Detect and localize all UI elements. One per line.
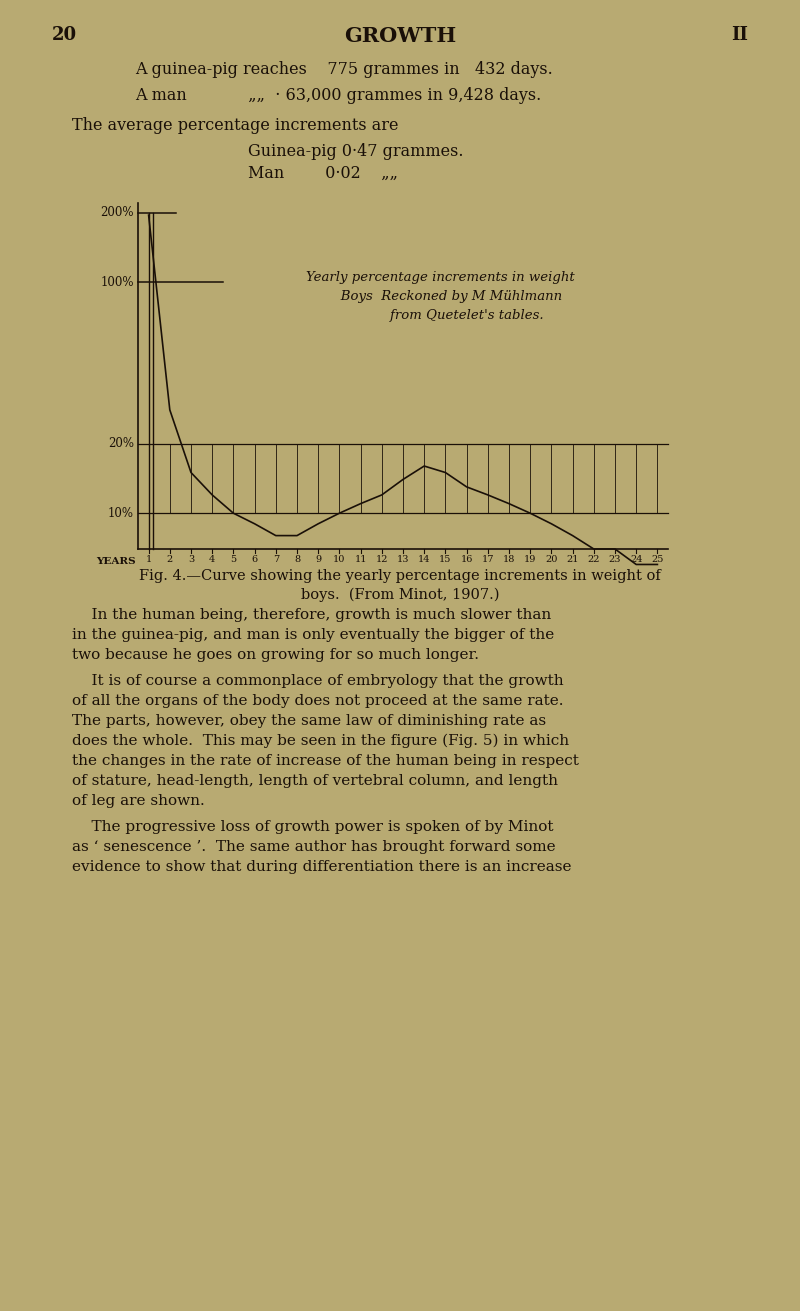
Text: Yearly percentage increments in weight: Yearly percentage increments in weight	[306, 271, 574, 284]
Text: 10: 10	[334, 555, 346, 564]
Text: 9: 9	[315, 555, 322, 564]
Text: II: II	[731, 26, 748, 45]
Text: 24: 24	[630, 555, 642, 564]
Text: as ‘ senescence ’.  The same author has brought forward some: as ‘ senescence ’. The same author has b…	[72, 840, 556, 853]
Text: 20: 20	[52, 26, 77, 45]
Text: 8: 8	[294, 555, 300, 564]
Text: of all the organs of the body does not proceed at the same rate.: of all the organs of the body does not p…	[72, 694, 563, 708]
Text: 13: 13	[397, 555, 410, 564]
Text: The parts, however, obey the same law of diminishing rate as: The parts, however, obey the same law of…	[72, 714, 546, 728]
Text: two because he goes on growing for so much longer.: two because he goes on growing for so mu…	[72, 648, 479, 662]
Text: the changes in the rate of increase of the human being in respect: the changes in the rate of increase of t…	[72, 754, 579, 768]
Text: YEARS: YEARS	[96, 557, 136, 566]
Text: 14: 14	[418, 555, 430, 564]
Text: A guinea-pig reaches    775 grammes in   432 days.: A guinea-pig reaches 775 grammes in 432 …	[135, 62, 553, 77]
Text: 21: 21	[566, 555, 579, 564]
Text: 11: 11	[354, 555, 367, 564]
Text: 18: 18	[503, 555, 515, 564]
Text: 10%: 10%	[108, 507, 134, 519]
Text: It is of course a commonplace of embryology that the growth: It is of course a commonplace of embryol…	[72, 674, 564, 688]
Text: 20: 20	[546, 555, 558, 564]
Text: 17: 17	[482, 555, 494, 564]
Text: 3: 3	[188, 555, 194, 564]
Text: 200%: 200%	[101, 206, 134, 219]
Text: 100%: 100%	[101, 275, 134, 288]
Text: boys.  (From Minot, 1907.): boys. (From Minot, 1907.)	[301, 589, 499, 602]
Text: evidence to show that during differentiation there is an increase: evidence to show that during differentia…	[72, 860, 571, 874]
Text: 20%: 20%	[108, 437, 134, 450]
Text: The average percentage increments are: The average percentage increments are	[72, 117, 398, 134]
Text: Man        0·02    „„: Man 0·02 „„	[248, 165, 398, 182]
Text: in the guinea-pig, and man is only eventually the bigger of the: in the guinea-pig, and man is only event…	[72, 628, 554, 642]
Text: Fig. 4.—Curve showing the yearly percentage increments in weight of: Fig. 4.—Curve showing the yearly percent…	[139, 569, 661, 583]
Text: 6: 6	[251, 555, 258, 564]
Text: of leg are shown.: of leg are shown.	[72, 794, 205, 808]
Text: 25: 25	[651, 555, 663, 564]
Text: from Quetelet's tables.: from Quetelet's tables.	[356, 309, 544, 323]
Text: A man            „„  · 63,000 grammes in 9,428 days.: A man „„ · 63,000 grammes in 9,428 days.	[135, 87, 542, 104]
Text: Guinea-pig 0·47 grammes.: Guinea-pig 0·47 grammes.	[248, 143, 463, 160]
Text: 12: 12	[375, 555, 388, 564]
Text: 19: 19	[524, 555, 536, 564]
Text: 22: 22	[587, 555, 600, 564]
Text: In the human being, therefore, growth is much slower than: In the human being, therefore, growth is…	[72, 608, 551, 621]
Text: The progressive loss of growth power is spoken of by Minot: The progressive loss of growth power is …	[72, 819, 554, 834]
Text: does the whole.  This may be seen in the figure (Fig. 5) in which: does the whole. This may be seen in the …	[72, 734, 569, 749]
Text: 4: 4	[209, 555, 215, 564]
Text: 1: 1	[146, 555, 152, 564]
Text: 16: 16	[461, 555, 473, 564]
Text: 5: 5	[230, 555, 237, 564]
Text: Boys  Reckoned by M Mühlmann: Boys Reckoned by M Mühlmann	[328, 290, 562, 303]
Text: GROWTH: GROWTH	[344, 26, 456, 46]
Text: 15: 15	[439, 555, 451, 564]
Text: of stature, head-length, length of vertebral column, and length: of stature, head-length, length of verte…	[72, 773, 558, 788]
Text: 7: 7	[273, 555, 279, 564]
Text: 23: 23	[609, 555, 622, 564]
Text: 2: 2	[166, 555, 173, 564]
